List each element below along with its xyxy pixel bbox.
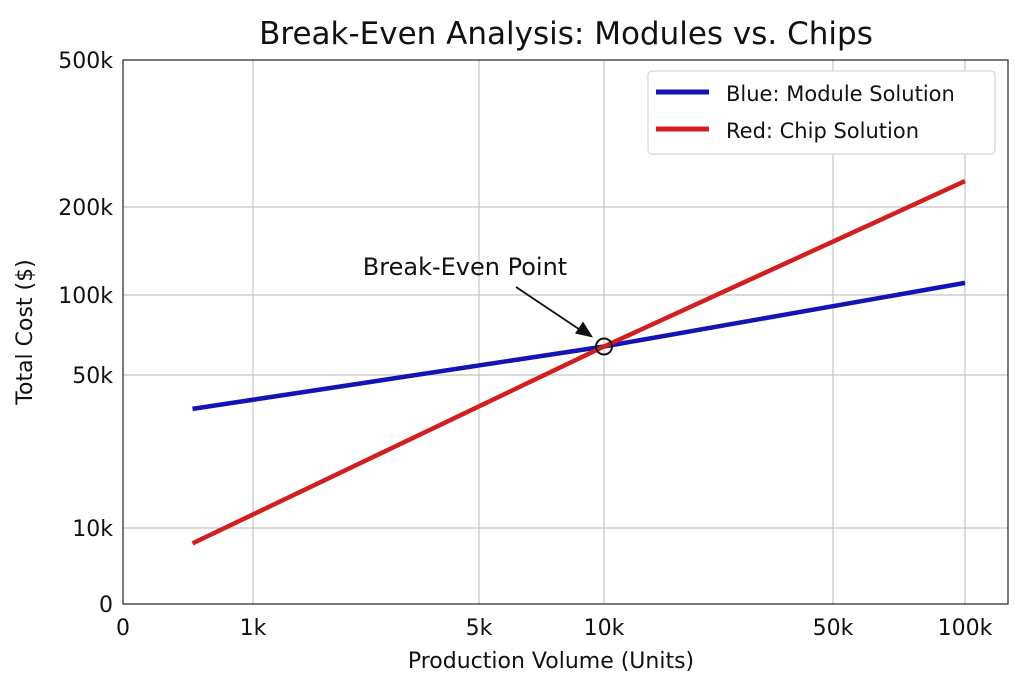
- y-tick-label: 0: [99, 593, 113, 618]
- x-tick-label: 5k: [466, 616, 493, 641]
- grid: [123, 60, 1008, 604]
- x-tick-label: 1k: [240, 616, 267, 641]
- break-even-marker: [595, 337, 613, 356]
- chart-title: Break-Even Analysis: Modules vs. Chips: [259, 16, 873, 52]
- annotation: Break-Even Point: [363, 253, 613, 356]
- legend: Blue: Module Solution Red: Chip Solution: [647, 70, 996, 155]
- series-line-blue: [192, 280, 966, 412]
- x-tick-label: 50k: [813, 616, 854, 641]
- y-tick-label: 100k: [58, 284, 113, 309]
- x-tick-label: 0: [116, 616, 130, 641]
- plot-frame: [122, 59, 1009, 605]
- annotation-arrow-shaft: [515, 286, 585, 334]
- legend-label-red: Red: Chip Solution: [726, 119, 919, 143]
- break-even-label: Break-Even Point: [363, 253, 567, 281]
- x-axis-label: Production Volume (Units): [408, 649, 694, 674]
- y-tick-label: 200k: [58, 196, 113, 221]
- series-line-red: [191, 179, 966, 546]
- y-axis-label: Total Cost ($): [13, 259, 38, 405]
- series-lines: [191, 179, 966, 546]
- y-tick-label: 50k: [72, 364, 113, 389]
- y-tick-label: 500k: [58, 49, 113, 74]
- legend-label-blue: Blue: Module Solution: [726, 82, 955, 106]
- x-tick-label: 10k: [584, 616, 625, 641]
- annotation-arrow-head: [575, 321, 593, 338]
- legend-box: [647, 70, 996, 155]
- x-tick-label: 100k: [938, 616, 993, 641]
- y-tick-label: 10k: [72, 517, 113, 542]
- tick-labels: 0 1k 5k 10k 50k 100k 0 10k 50k 100k 200k 500k: [58, 49, 992, 641]
